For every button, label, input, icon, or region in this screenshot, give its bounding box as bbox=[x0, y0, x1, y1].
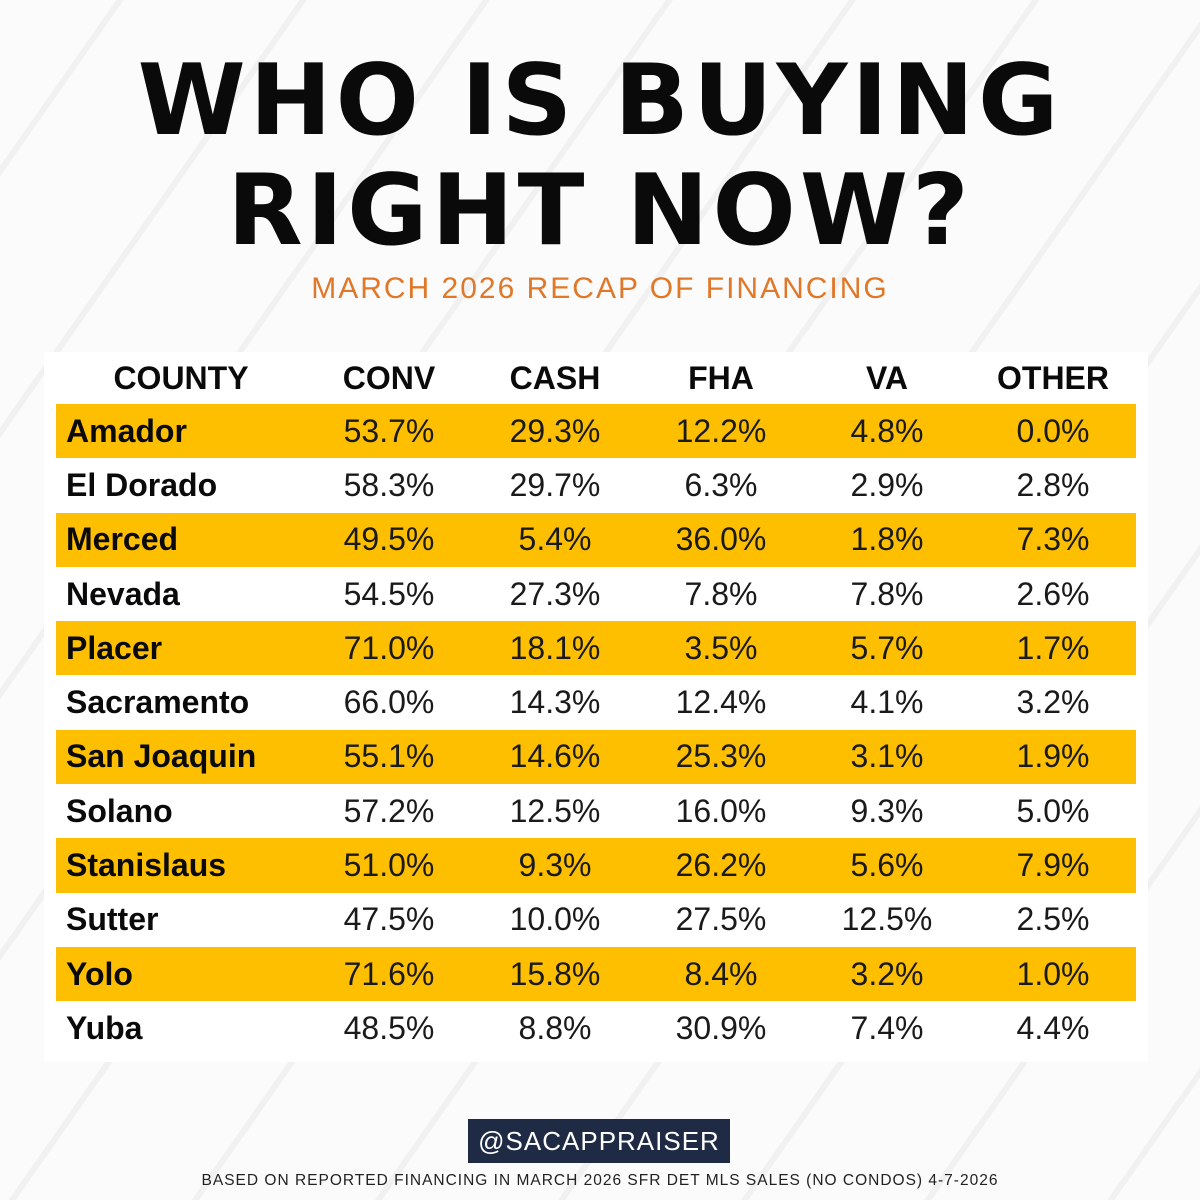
other-value: 1.9% bbox=[970, 729, 1136, 785]
other-value: 2.5% bbox=[1016, 901, 1090, 938]
other-value: 7.9% bbox=[970, 838, 1136, 893]
va-value: 4.1% bbox=[850, 684, 924, 721]
table-panel bbox=[44, 352, 1148, 1062]
cash-value: 8.8% bbox=[518, 1009, 592, 1046]
va-value: 5.7% bbox=[804, 621, 970, 676]
table-row: Yuba 48.5% 8.8% 30.9% 7.4% 4.4% bbox=[56, 1001, 1136, 1055]
county-name: Sacramento bbox=[66, 684, 250, 721]
table-header-row: COUNTY CONV CASH FHA VA OTHER bbox=[56, 352, 1136, 404]
fha-value: 12.4% bbox=[675, 684, 767, 721]
conv-value: 66.0% bbox=[343, 684, 435, 721]
fha-value: 6.3% bbox=[684, 466, 758, 503]
conv-value: 53.7% bbox=[306, 404, 472, 459]
va-value: 9.3% bbox=[850, 792, 924, 829]
conv-value: 51.0% bbox=[306, 838, 472, 893]
va-value: 4.8% bbox=[804, 404, 970, 459]
county-name: San Joaquin bbox=[56, 729, 306, 785]
cash-value: 14.6% bbox=[472, 729, 638, 785]
county-name: Placer bbox=[56, 621, 306, 676]
other-value: 7.3% bbox=[970, 512, 1136, 567]
fha-value: 30.9% bbox=[675, 1009, 767, 1046]
conv-value: 58.3% bbox=[343, 466, 435, 503]
cash-value: 29.3% bbox=[472, 404, 638, 459]
page-title-line-1: WHO IS BUYING bbox=[137, 44, 1063, 158]
fha-value: 27.5% bbox=[675, 901, 767, 938]
source-footnote: BASED ON REPORTED FINANCING IN MARCH 202… bbox=[201, 1172, 999, 1189]
cash-value: 10.0% bbox=[509, 901, 601, 938]
conv-value: 47.5% bbox=[343, 901, 435, 938]
column-header-va: VA bbox=[865, 359, 909, 396]
other-value: 5.0% bbox=[1016, 792, 1090, 829]
county-name: El Dorado bbox=[66, 466, 218, 503]
fha-value: 25.3% bbox=[638, 729, 804, 785]
fha-value: 3.5% bbox=[638, 621, 804, 676]
va-value: 12.5% bbox=[841, 901, 933, 938]
fha-value: 16.0% bbox=[675, 792, 767, 829]
conv-value: 71.6% bbox=[306, 946, 472, 1002]
other-value: 4.4% bbox=[1016, 1009, 1090, 1046]
column-header-other: OTHER bbox=[997, 359, 1109, 396]
fha-value: 8.4% bbox=[638, 946, 804, 1002]
cash-value: 18.1% bbox=[472, 621, 638, 676]
county-name: Merced bbox=[56, 512, 306, 567]
va-value: 5.6% bbox=[804, 838, 970, 893]
county-name: Sutter bbox=[66, 901, 159, 938]
page-title-line-2: RIGHT NOW? bbox=[227, 154, 973, 268]
conv-value: 57.2% bbox=[343, 792, 435, 829]
other-value: 0.0% bbox=[970, 404, 1136, 459]
social-handle-badge: @SACAPPRAISER bbox=[468, 1119, 730, 1163]
county-name: Amador bbox=[56, 404, 306, 459]
county-name: Yolo bbox=[56, 946, 306, 1002]
table-row: Stanislaus 51.0% 9.3% 26.2% 5.6% 7.9% bbox=[56, 838, 1136, 893]
cash-value: 27.3% bbox=[509, 575, 601, 612]
table-row: Sutter 47.5% 10.0% 27.5% 12.5% 2.5% bbox=[56, 893, 1136, 947]
other-value: 2.8% bbox=[1016, 466, 1090, 503]
county-name: Yuba bbox=[66, 1009, 143, 1046]
other-value: 3.2% bbox=[1016, 684, 1090, 721]
fha-value: 26.2% bbox=[638, 838, 804, 893]
other-value: 1.0% bbox=[970, 946, 1136, 1002]
column-header-county: COUNTY bbox=[113, 359, 249, 396]
cash-value: 12.5% bbox=[509, 792, 601, 829]
va-value: 7.4% bbox=[850, 1009, 924, 1046]
table-row: Merced 49.5% 5.4% 36.0% 1.8% 7.3% bbox=[56, 512, 1136, 567]
cash-value: 29.7% bbox=[509, 466, 601, 503]
cash-value: 5.4% bbox=[472, 512, 638, 567]
county-name: Stanislaus bbox=[56, 838, 306, 893]
county-name: Solano bbox=[66, 792, 173, 829]
va-value: 3.1% bbox=[804, 729, 970, 785]
column-header-cash: CASH bbox=[509, 359, 601, 396]
county-name: Nevada bbox=[66, 575, 180, 612]
fha-value: 7.8% bbox=[684, 575, 758, 612]
table-row: San Joaquin 55.1% 14.6% 25.3% 3.1% 1.9% bbox=[56, 729, 1136, 785]
conv-value: 49.5% bbox=[306, 512, 472, 567]
cash-value: 15.8% bbox=[472, 946, 638, 1002]
va-value: 2.9% bbox=[850, 466, 924, 503]
fha-value: 36.0% bbox=[638, 512, 804, 567]
table-row: Nevada 54.5% 27.3% 7.8% 7.8% 2.6% bbox=[56, 567, 1136, 621]
page-subtitle: MARCH 2026 RECAP OF FINANCING bbox=[311, 272, 889, 305]
table-row: Amador 53.7% 29.3% 12.2% 4.8% 0.0% bbox=[56, 404, 1136, 459]
table-row: Yolo 71.6% 15.8% 8.4% 3.2% 1.0% bbox=[56, 946, 1136, 1002]
va-value: 1.8% bbox=[804, 512, 970, 567]
other-value: 2.6% bbox=[1016, 575, 1090, 612]
conv-value: 55.1% bbox=[306, 729, 472, 785]
va-value: 7.8% bbox=[850, 575, 924, 612]
conv-value: 48.5% bbox=[343, 1009, 435, 1046]
conv-value: 54.5% bbox=[343, 575, 435, 612]
column-header-fha: FHA bbox=[688, 359, 754, 396]
column-header-conv: CONV bbox=[342, 359, 436, 396]
va-value: 3.2% bbox=[804, 946, 970, 1002]
fha-value: 12.2% bbox=[638, 404, 804, 459]
conv-value: 71.0% bbox=[306, 621, 472, 676]
table-row: Solano 57.2% 12.5% 16.0% 9.3% 5.0% bbox=[56, 784, 1136, 838]
financing-table: COUNTY CONV CASH FHA VA OTHER Amador 53.… bbox=[56, 352, 1136, 1056]
table-row: Placer 71.0% 18.1% 3.5% 5.7% 1.7% bbox=[56, 621, 1136, 676]
cash-value: 14.3% bbox=[509, 684, 601, 721]
table-row: Sacramento 66.0% 14.3% 12.4% 4.1% 3.2% bbox=[56, 675, 1136, 729]
cash-value: 9.3% bbox=[472, 838, 638, 893]
table-row: El Dorado 58.3% 29.7% 6.3% 2.9% 2.8% bbox=[56, 458, 1136, 512]
other-value: 1.7% bbox=[970, 621, 1136, 676]
